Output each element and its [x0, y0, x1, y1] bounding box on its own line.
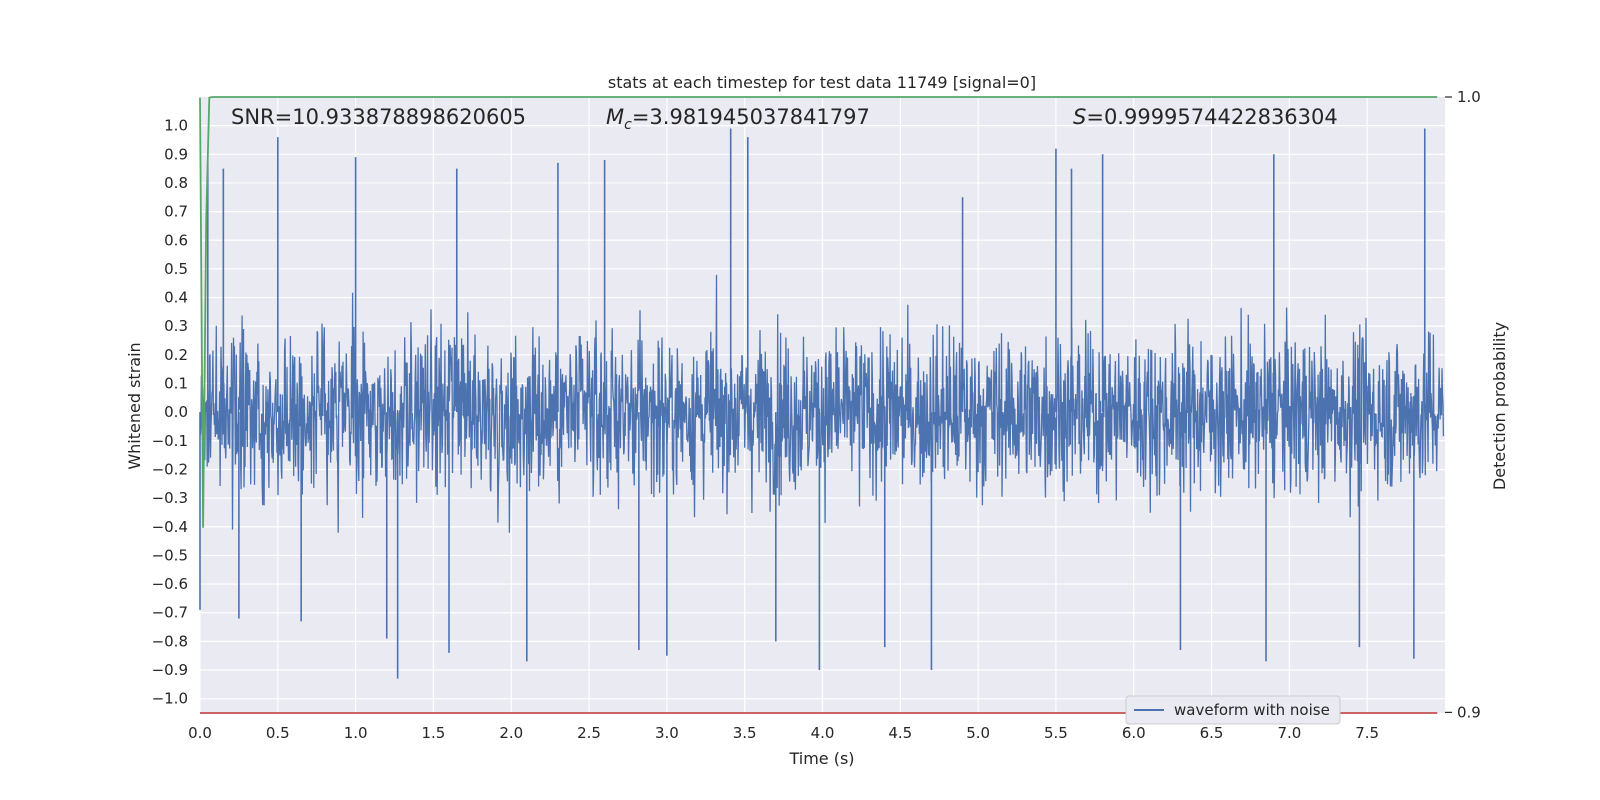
y-tick-label: 0.8 [164, 174, 188, 192]
chirp-mass-subscript: c [624, 117, 632, 133]
y-tick-label: −0.3 [152, 489, 188, 507]
snr-annotation: SNR=10.933878898620605 [231, 105, 526, 129]
chirp-mass-annotation: Mc=3.981945037841797 [606, 105, 870, 133]
x-tick-label: 5.0 [966, 724, 990, 742]
y-tick-label: 0.4 [164, 289, 188, 307]
x-tick-label: 1.5 [422, 724, 446, 742]
x-tick-label: 7.5 [1355, 724, 1379, 742]
right-y-tick-label: 0.9 [1457, 703, 1481, 721]
y-tick-label: −0.4 [152, 518, 188, 536]
x-tick-label: 3.0 [655, 724, 679, 742]
waveform-line [199, 274, 1445, 533]
x-tick-label: 1.0 [344, 724, 368, 742]
y-tick-label: −0.6 [152, 575, 188, 593]
x-tick-label: 2.0 [499, 724, 523, 742]
legend: waveform with noise [1125, 695, 1341, 725]
y-tick-label: −0.2 [152, 460, 188, 478]
s-symbol: S [1073, 105, 1086, 129]
x-tick-label: 6.0 [1122, 724, 1146, 742]
x-tick-label: 2.5 [577, 724, 601, 742]
x-tick-label: 4.5 [888, 724, 912, 742]
y-tick-label: 0.9 [164, 145, 188, 163]
y-tick-label: 1.0 [164, 117, 188, 135]
chirp-mass-value: =3.981945037841797 [632, 105, 870, 129]
legend-box [1125, 695, 1341, 725]
y-tick-label: −0.8 [152, 632, 188, 650]
y-tick-label: 0.6 [164, 231, 188, 249]
s-annotation: S=0.9999574422836304 [1073, 105, 1338, 129]
right-y-axis-label: Detection probability [1490, 322, 1509, 490]
y-tick-label: −0.1 [152, 432, 188, 450]
y-tick-label: −0.7 [152, 604, 188, 622]
y-tick-labels: 1.0 0.9 0.8 0.7 0.6 0.5 0.4 0.3 0.2 0.1 0.0 −0.1 −0.… [152, 117, 188, 708]
x-axis-label: Time (s) [788, 749, 854, 768]
y-tick-label: −0.5 [152, 546, 188, 564]
chirp-mass-symbol: M [606, 105, 624, 129]
y-tick-label: 0.0 [164, 403, 188, 421]
detection-probability-line [199, 96, 1438, 528]
y-tick-label: 0.3 [164, 317, 188, 335]
series-layer [199, 96, 1445, 714]
x-tick-label: 0.0 [188, 724, 212, 742]
y-tick-label: 0.2 [164, 346, 188, 364]
chart-title: stats at each timestep for test data 117… [608, 73, 1036, 92]
x-tick-label: 6.5 [1200, 724, 1224, 742]
x-tick-labels: 0.0 0.5 1.0 1.5 2.0 2.5 3.0 3.5 4.0 4.5 5.0 5.5 6.0 6… [188, 724, 1379, 742]
y-tick-label: 0.7 [164, 203, 188, 221]
y-tick-label: 0.5 [164, 260, 188, 278]
y-tick-label: −1.0 [152, 690, 188, 708]
x-tick-label: 4.0 [811, 724, 835, 742]
s-value: =0.9999574422836304 [1086, 105, 1337, 129]
x-tick-label: 0.5 [266, 724, 290, 742]
x-tick-label: 7.0 [1277, 724, 1301, 742]
x-tick-label: 5.5 [1044, 724, 1068, 742]
legend-label-waveform: waveform with noise [1174, 701, 1330, 719]
right-y-tick-label: 1.0 [1457, 88, 1481, 106]
y-tick-label: 0.1 [164, 375, 188, 393]
x-tick-label: 3.5 [733, 724, 757, 742]
y-axis-label: Whitened strain [125, 342, 144, 469]
y-tick-label: −0.9 [152, 661, 188, 679]
right-y-tick-labels: 1.0 0.9 [1445, 88, 1481, 721]
